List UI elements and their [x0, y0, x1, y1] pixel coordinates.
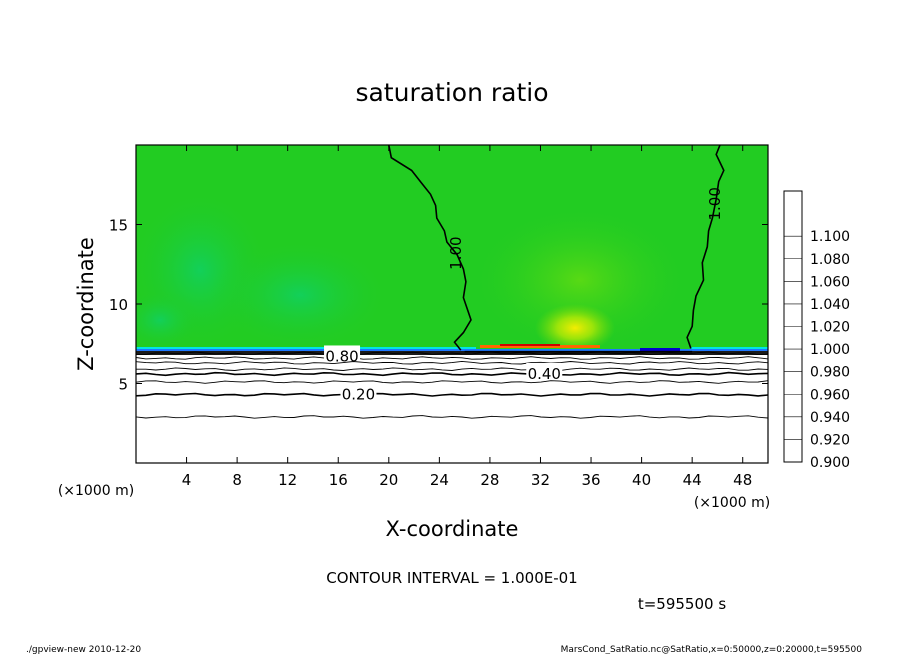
- x-tick-label: 4: [182, 471, 192, 489]
- time-label: t=595500 s: [638, 595, 726, 613]
- saturation-field: [136, 145, 768, 463]
- contour-line: [136, 360, 768, 365]
- colorbar-label: 0.980: [810, 365, 850, 381]
- colorbar-label: 1.000: [810, 342, 850, 358]
- contour-line-1-00: [388, 145, 472, 351]
- footer-left: ./gpview-new 2010-12-20: [26, 645, 141, 654]
- contour-line: [136, 380, 768, 384]
- contour-labels: 1.00 1.00 0.80 0.40 0.20: [324, 187, 724, 404]
- contour-line: [136, 371, 768, 377]
- x-tick-label: 8: [232, 471, 242, 489]
- x-tick-label: 24: [430, 471, 449, 489]
- x-tick-label: 16: [329, 471, 348, 489]
- x-tick-label: 12: [278, 471, 297, 489]
- contour-label: 0.80: [325, 347, 358, 365]
- x-axis-label: X-coordinate: [386, 517, 519, 541]
- x-tick-label: 36: [581, 471, 600, 489]
- colorbar-label: 1.020: [810, 320, 850, 336]
- contour-line: [136, 356, 768, 360]
- colorbar-label: 1.080: [810, 252, 850, 268]
- colorbar-label: 1.100: [810, 229, 850, 245]
- colorbar-label: 1.040: [810, 297, 850, 313]
- colorbar-label: 0.900: [810, 455, 850, 471]
- y-tick-label: 10: [109, 296, 128, 314]
- contour-label: 1.00: [706, 187, 724, 220]
- x-tick-label: 44: [683, 471, 702, 489]
- contour-label: 0.20: [342, 386, 375, 404]
- contour-line: [136, 392, 768, 397]
- y-tick-label: 5: [118, 376, 128, 394]
- x-tick-label: 28: [480, 471, 499, 489]
- x-tick-label: 48: [733, 471, 752, 489]
- x-unit-right: (×1000 m): [694, 495, 770, 511]
- colorbar-label: 0.920: [810, 432, 850, 448]
- x-tick-label: 40: [632, 471, 651, 489]
- contour-line: [136, 351, 768, 356]
- x-tick-label: 32: [531, 471, 550, 489]
- contour-line: [136, 415, 768, 419]
- contour-label-bg: [340, 383, 377, 399]
- contour-label: 0.40: [528, 365, 561, 383]
- y-tick-label: 15: [109, 217, 128, 235]
- colorbar-label: 0.940: [810, 410, 850, 426]
- contour-interval: CONTOUR INTERVAL = 1.000E-01: [326, 569, 577, 587]
- colorbar-label: 1.060: [810, 274, 850, 290]
- contour-line-1-00: [686, 145, 725, 349]
- x-tick-label: 20: [379, 471, 398, 489]
- chart-title: saturation ratio: [355, 78, 548, 107]
- colorbar-label: 0.960: [810, 387, 850, 403]
- contour-lines: [136, 145, 768, 419]
- x-unit-left: (×1000 m): [58, 483, 134, 499]
- contour-label: 1.00: [447, 236, 465, 269]
- footer-right: MarsCond_SatRatio.nc@SatRatio,x=0:50000,…: [561, 645, 863, 654]
- colorbar: 0.900 0.920 0.940 0.960 0.980 1.000 1.020 1.040…: [783, 190, 850, 471]
- x-axis: 4 8 12 16 20 24 28 32 36 40 44 48: [182, 145, 752, 489]
- contour-label-bg: [324, 345, 361, 361]
- contour-line: [136, 367, 768, 371]
- y-axis: 5 10 15: [109, 217, 768, 394]
- y-axis-label: Z-coordinate: [74, 237, 98, 371]
- contour-label-bg: [526, 362, 563, 378]
